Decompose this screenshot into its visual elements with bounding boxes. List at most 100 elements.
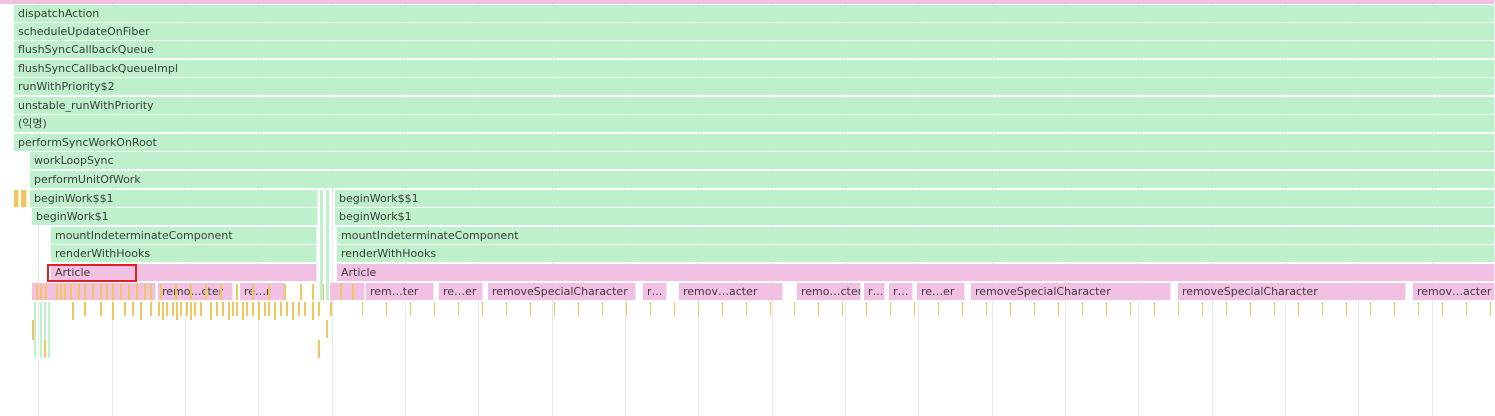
flame-frame-tick (144, 284, 146, 300)
flame-frame[interactable]: flushSyncCallbackQueueImpl (14, 60, 1495, 77)
flame-frame-tick (136, 284, 138, 300)
flame-frame-tick (120, 284, 122, 300)
flame-frame-tick (112, 284, 114, 300)
flame-frame[interactable]: beginWork$$1 (335, 190, 1495, 207)
flame-frame-tick (1106, 302, 1107, 316)
flame-frame-tick (482, 302, 483, 316)
flame-frame[interactable]: re…er (917, 283, 965, 300)
flame-frame-tick (140, 302, 142, 320)
flame-frame-tick (84, 302, 86, 316)
flame-frame[interactable]: remov…acter (679, 283, 783, 300)
flame-frame[interactable]: beginWork$1 (335, 208, 1495, 225)
flame-frame-tick (264, 302, 266, 316)
flame-frame-tick (340, 284, 342, 300)
flame-frame-tick (44, 340, 46, 358)
flame-frame-tick (124, 302, 126, 316)
flame-frame[interactable]: mountIndeterminateComponent (337, 227, 1495, 244)
flame-frame-tick (132, 302, 134, 316)
flame-frame[interactable]: unstable_runWithPriority (14, 97, 1495, 114)
flame-frame-tick (72, 302, 74, 320)
flame-frame-tick (220, 284, 222, 300)
flame-frame-small[interactable] (21, 190, 27, 207)
flame-frame-tick (274, 302, 276, 320)
flame-frame-tick (458, 302, 459, 316)
flame-frame-top-sliver[interactable] (0, 0, 1495, 4)
flame-frame-tick (40, 302, 42, 358)
flame-frame[interactable]: mountIndeterminateComponent (51, 227, 317, 244)
flame-frame[interactable]: r… (889, 283, 913, 300)
flame-frame[interactable]: renderWithHooks (337, 245, 1495, 262)
flame-frame-tick (45, 284, 47, 300)
flame-frame-tick (166, 302, 168, 316)
flame-frame-tick (326, 190, 329, 300)
flame-frame-tick (64, 284, 66, 300)
flame-frame-tick (158, 302, 160, 316)
flame-frame[interactable]: performUnitOfWork (30, 171, 1495, 188)
flame-frame-tick (112, 302, 114, 320)
flame-frame-tick (186, 302, 188, 316)
flame-frame-tick (1346, 302, 1347, 316)
flame-frame[interactable]: scheduleUpdateOnFiber (14, 23, 1495, 40)
flame-frame-tick (200, 302, 202, 316)
flame-frame[interactable]: rem…ter (366, 283, 434, 300)
flame-frame-tick (818, 302, 819, 316)
flame-frame-tick (150, 302, 152, 316)
flame-frame[interactable]: Article (51, 264, 317, 281)
flame-frame[interactable]: workLoopSync (30, 152, 1495, 169)
flame-frame-tick (175, 284, 177, 300)
flame-frame-tick (180, 302, 182, 316)
flame-frame-tick (986, 302, 987, 316)
flame-frame-tick (190, 284, 192, 300)
flame-frame-tick (284, 284, 286, 300)
flame-frame-strip[interactable] (32, 283, 156, 300)
flame-frame-tick (34, 302, 36, 358)
flame-frame-tick (242, 302, 244, 320)
flame-frame-tick (56, 284, 58, 300)
flame-frame-tick (352, 284, 354, 300)
flame-frame-tick (216, 302, 218, 316)
flame-frame-tick (106, 284, 108, 300)
flame-frame-tick (172, 302, 174, 316)
flame-frame[interactable]: re…er (439, 283, 483, 300)
flame-frame-tick (162, 302, 164, 320)
flame-frame-tick (578, 302, 579, 316)
flame-frame-strip[interactable] (330, 283, 365, 300)
flame-frame[interactable]: r… (643, 283, 667, 300)
flame-frame[interactable]: renderWithHooks (51, 245, 317, 262)
flame-frame-tick (228, 302, 230, 320)
flame-frame-tick (842, 302, 843, 316)
flame-frame[interactable]: dispatchAction (14, 5, 1495, 22)
flame-frame-tick (746, 302, 747, 316)
flame-frame[interactable]: remo…cter (797, 283, 861, 300)
flame-frame-tick (252, 302, 254, 316)
flame-frame-tick (698, 302, 699, 316)
flame-frame-tick (866, 302, 867, 316)
flame-frame[interactable]: flushSyncCallbackQueue (14, 41, 1495, 58)
flame-frame-small[interactable] (14, 190, 19, 207)
timeline-gridline (332, 0, 333, 416)
flame-frame-tick (300, 284, 302, 300)
flame-frame[interactable]: beginWork$$1 (30, 190, 318, 207)
flame-frame-tick (674, 302, 675, 316)
flame-frame-tick (232, 302, 234, 316)
flame-frame[interactable]: remov…acter (1413, 283, 1495, 300)
flame-frame[interactable]: beginWork$1 (32, 208, 318, 225)
flame-frame[interactable]: removeSpecialCharacter (488, 283, 636, 300)
flame-frame[interactable]: removeSpecialCharacter (971, 283, 1171, 300)
flame-frame[interactable]: r… (864, 283, 885, 300)
flame-frame-tick (1226, 302, 1227, 316)
flame-frame-tick (506, 302, 507, 316)
flame-frame-tick (194, 302, 196, 316)
flame-frame[interactable]: Article (337, 264, 1495, 281)
flame-frame[interactable]: runWithPriority$2 (14, 78, 1495, 95)
flame-frame[interactable]: (익명) (14, 115, 1495, 132)
flame-frame[interactable]: removeSpecialCharacter (1178, 283, 1406, 300)
flame-frame-tick (650, 302, 651, 316)
flame-frame[interactable]: performSyncWorkOnRoot (14, 134, 1495, 151)
flame-frame[interactable]: re…r (240, 283, 285, 300)
flame-frame-tick (330, 302, 332, 316)
flame-frame-tick (236, 302, 238, 316)
flame-frame-tick (150, 284, 152, 300)
flame-frame-tick (1082, 302, 1083, 316)
